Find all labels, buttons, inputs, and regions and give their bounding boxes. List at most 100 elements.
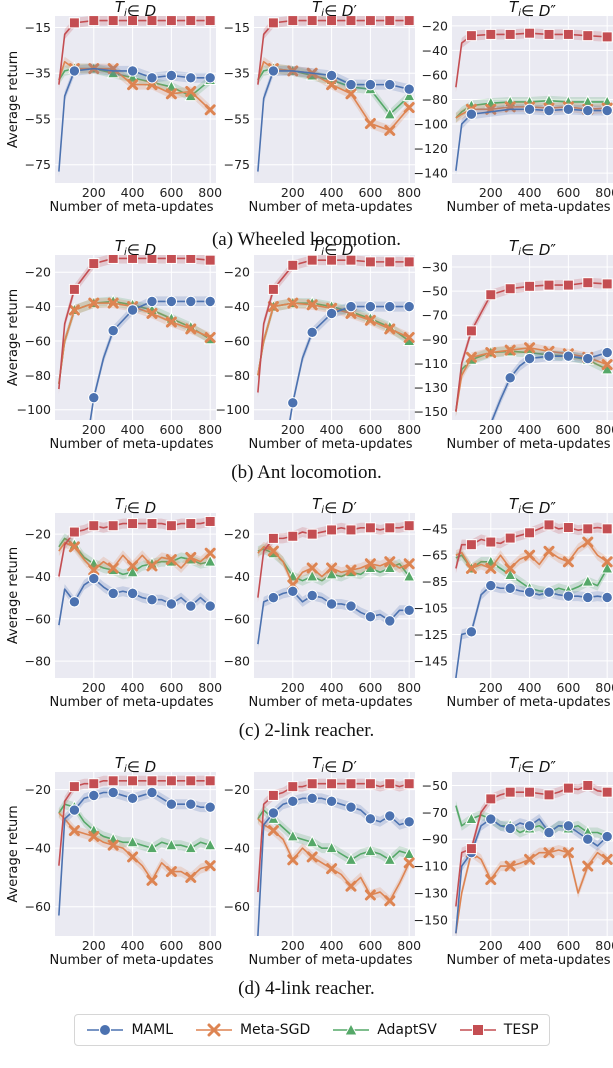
data-point-tesp	[267, 789, 279, 801]
title-part: D	[539, 241, 551, 259]
data-point-maml	[562, 590, 575, 602]
data-point-meta-sgd	[68, 541, 80, 553]
data-point-adaptsv	[165, 79, 178, 92]
legend-label-maml: MAML	[131, 1022, 174, 1038]
panel-title: Ti∈ D′	[312, 0, 357, 20]
data-point-adaptsv	[203, 838, 216, 851]
y-tick-label: −75	[25, 157, 51, 172]
data-point-meta-sgd	[146, 307, 158, 319]
y-tick-label: −40	[224, 569, 250, 584]
x-tick-label: 800	[198, 938, 222, 953]
data-point-maml	[364, 78, 377, 91]
title-part: D	[342, 2, 354, 20]
data-point-maml	[126, 792, 139, 805]
data-point-tesp	[185, 518, 197, 530]
title-symbol: T	[312, 495, 323, 513]
data-point-maml	[267, 807, 280, 819]
panel-3-1: 200 400 600 800 −20 −40 −60 Number of meta-upda…	[224, 754, 422, 968]
title-subscript: i	[518, 505, 521, 516]
title-part: ″	[550, 241, 556, 259]
data-point-adaptsv	[203, 554, 216, 567]
panel-title: Ti∈ D″	[509, 237, 556, 259]
data-point-meta-sgd	[267, 825, 279, 837]
title-symbol: T	[312, 237, 323, 255]
data-point-tesp	[543, 279, 555, 291]
y-tick-label: −20	[422, 18, 448, 33]
data-point-tesp	[287, 530, 299, 542]
title-part: ∈	[324, 758, 342, 776]
y-tick-label: −85	[422, 574, 448, 589]
data-point-meta-sgd	[127, 560, 139, 572]
caption-ant-locomotion: (b) Ant locomotion.	[231, 462, 382, 483]
y-tick-label: −20	[224, 265, 250, 280]
x-tick-label: 200	[82, 422, 106, 437]
data-point-maml	[165, 295, 178, 308]
legend: MAML Meta-SGD AdaptSV TESP	[74, 1014, 550, 1046]
title-part: ′	[353, 499, 357, 517]
confidence-band-meta-sgd	[58, 808, 211, 886]
data-point-maml	[582, 104, 594, 117]
data-point-maml	[562, 103, 575, 116]
y-tick-label: −60	[25, 899, 51, 914]
series-line-tesp	[257, 19, 410, 85]
legend-item-maml: MAML	[85, 1022, 173, 1038]
x-tick-label: 400	[320, 938, 344, 953]
y-tick-label: −60	[224, 333, 250, 348]
data-point-tesp	[68, 526, 80, 538]
x-tick-label: 600	[159, 938, 183, 953]
series-group	[455, 519, 613, 678]
data-point-meta-sgd	[465, 562, 477, 574]
x-axis-label: Number of meta-updates	[248, 695, 412, 710]
data-point-maml	[345, 78, 357, 91]
data-point-tesp	[485, 536, 497, 548]
data-point-maml	[582, 352, 594, 365]
data-point-maml	[204, 72, 216, 84]
y-tick-label: −110	[414, 356, 448, 371]
data-point-tesp	[543, 519, 555, 531]
data-point-meta-sgd	[601, 359, 613, 371]
data-point-tesp	[504, 28, 516, 40]
data-point-tesp	[146, 518, 158, 530]
data-point-meta-sgd	[127, 851, 139, 863]
data-point-meta-sgd	[88, 830, 100, 842]
data-point-tesp	[384, 256, 396, 268]
data-point-tesp	[543, 28, 555, 40]
panel-title: Ti∈ D	[115, 237, 156, 259]
legend-swatch-maml	[87, 1024, 124, 1036]
title-subscript: i	[124, 505, 127, 516]
data-point-meta-sgd	[582, 536, 594, 548]
x-tick-label: 200	[479, 938, 503, 953]
data-point-meta-sgd	[306, 562, 318, 574]
title-subscript: i	[321, 505, 324, 516]
data-point-adaptsv	[383, 852, 397, 865]
data-point-maml	[267, 591, 280, 604]
legend-swatch-tesp	[459, 1024, 496, 1036]
title-subscript: i	[518, 247, 521, 258]
data-point-maml	[465, 108, 478, 120]
y-tick-label: −40	[25, 569, 51, 584]
data-point-tesp	[185, 775, 197, 787]
data-point-maml	[523, 586, 536, 598]
data-point-maml	[146, 786, 158, 799]
y-tick-label: −80	[422, 92, 448, 107]
y-tick-label: −70	[422, 308, 448, 323]
confidence-band-maml	[257, 65, 410, 177]
y-tick-label: −35	[224, 66, 250, 81]
data-point-meta-sgd	[185, 85, 197, 97]
data-point-tesp	[88, 778, 100, 790]
data-point-meta-sgd	[543, 545, 555, 557]
x-tick-label: 400	[518, 938, 542, 953]
data-point-maml	[287, 397, 299, 409]
data-point-maml	[601, 591, 613, 604]
panel-2-2: 200 400 600 800 −45 −65 −85 −105 −125 −145 Number …	[414, 495, 613, 710]
data-point-tesp	[127, 518, 139, 530]
series-group	[257, 778, 415, 936]
series-group	[455, 27, 613, 176]
series-group	[257, 16, 415, 177]
data-point-tesp	[326, 255, 338, 266]
y-tick-label: −40	[224, 841, 250, 856]
title-part: D	[342, 241, 354, 259]
data-point-maml	[88, 572, 100, 585]
x-tick-label: 600	[358, 422, 382, 437]
data-point-tesp	[68, 781, 80, 793]
